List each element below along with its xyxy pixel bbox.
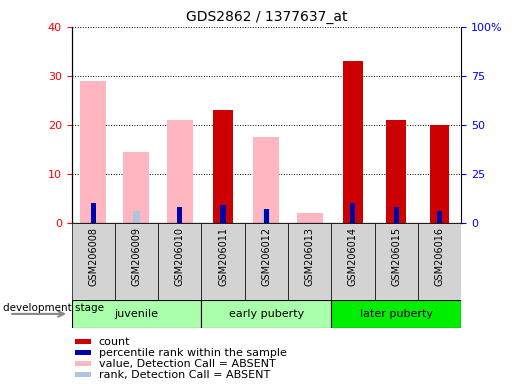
Text: GSM206015: GSM206015 [391, 227, 401, 286]
Bar [167, 120, 193, 223]
Bar [375, 223, 418, 300]
Bar [220, 205, 226, 223]
Text: percentile rank within the sample: percentile rank within the sample [99, 348, 287, 358]
Bar [75, 361, 91, 366]
Bar [115, 223, 158, 300]
Text: early puberty: early puberty [229, 309, 304, 319]
Text: GSM206012: GSM206012 [261, 227, 271, 286]
Text: later puberty: later puberty [360, 309, 432, 319]
Bar [72, 223, 115, 300]
Text: GSM206008: GSM206008 [88, 227, 98, 286]
Bar [245, 223, 288, 300]
Bar [430, 125, 449, 223]
Text: value, Detection Call = ABSENT: value, Detection Call = ABSENT [99, 359, 276, 369]
Text: count: count [99, 336, 130, 346]
Bar [80, 81, 106, 223]
Bar [213, 110, 233, 223]
Bar [72, 300, 201, 328]
Bar [262, 209, 270, 223]
Bar [437, 211, 442, 223]
Text: GSM206016: GSM206016 [435, 227, 445, 286]
Bar [75, 372, 91, 377]
Text: GSM206010: GSM206010 [175, 227, 185, 286]
Bar [297, 213, 323, 223]
Bar [331, 300, 461, 328]
Bar [75, 350, 91, 355]
Bar [177, 207, 182, 223]
Bar [91, 203, 96, 223]
Text: development stage: development stage [3, 303, 104, 313]
Text: juvenile: juvenile [114, 309, 158, 319]
Title: GDS2862 / 1377637_at: GDS2862 / 1377637_at [186, 10, 347, 25]
Bar [350, 203, 356, 223]
Text: GSM206011: GSM206011 [218, 227, 228, 286]
Bar [343, 61, 363, 223]
Bar [132, 211, 140, 223]
Bar [264, 209, 269, 223]
Bar [386, 120, 406, 223]
Text: GSM206014: GSM206014 [348, 227, 358, 286]
Bar [253, 137, 279, 223]
Bar [75, 339, 91, 344]
Bar [331, 223, 375, 300]
Bar [418, 223, 461, 300]
Bar [158, 223, 201, 300]
Bar [201, 300, 331, 328]
Text: GSM206009: GSM206009 [131, 227, 142, 286]
Text: rank, Detection Call = ABSENT: rank, Detection Call = ABSENT [99, 370, 270, 380]
Bar [123, 152, 149, 223]
Bar [288, 223, 331, 300]
Bar [201, 223, 245, 300]
Bar [394, 207, 399, 223]
Text: GSM206013: GSM206013 [305, 227, 315, 286]
